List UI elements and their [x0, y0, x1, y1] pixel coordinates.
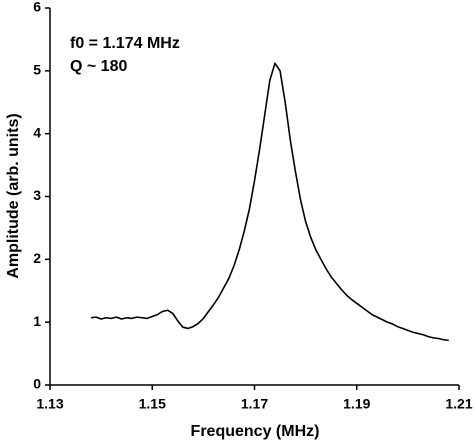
x-tick-label: 1.17	[241, 396, 268, 412]
x-tick-label: 1.21	[445, 396, 472, 412]
y-tick-label: 6	[33, 0, 41, 15]
y-tick-label: 3	[33, 187, 41, 203]
annotation: f0 = 1.174 MHz	[70, 35, 180, 52]
y-axis-label: Amplitude (arb. units)	[5, 113, 22, 278]
data-line	[90, 62, 449, 342]
annotation: Q ~ 180	[70, 58, 127, 75]
y-tick-label: 1	[33, 313, 41, 329]
y-tick-label: 4	[33, 124, 41, 140]
x-tick-label: 1.13	[36, 396, 63, 412]
y-tick-label: 2	[33, 250, 41, 266]
x-tick-label: 1.15	[139, 396, 166, 412]
y-tick-label: 5	[33, 62, 41, 78]
y-tick-label: 0	[33, 376, 41, 392]
x-axis-label: Frequency (MHz)	[191, 423, 320, 440]
x-tick-label: 1.19	[343, 396, 370, 412]
